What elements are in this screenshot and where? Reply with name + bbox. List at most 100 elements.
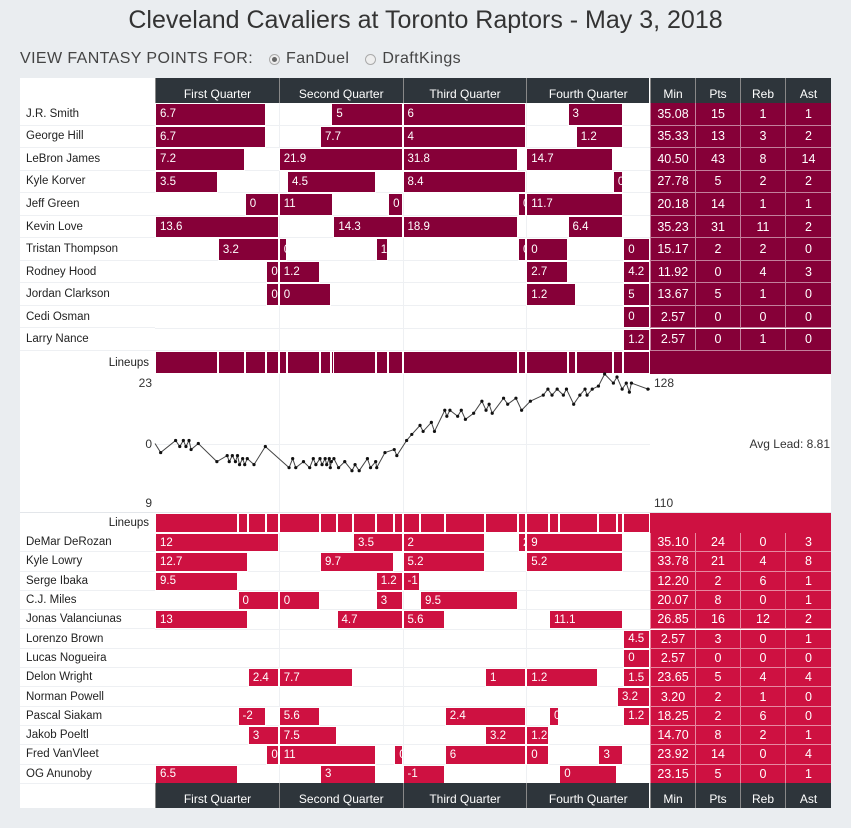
stint-bar[interactable]: 3.2: [485, 726, 527, 746]
stint-bar[interactable]: 7.7: [278, 668, 353, 688]
stint-bar[interactable]: -1: [402, 571, 421, 591]
stint-bar[interactable]: -2: [237, 706, 267, 726]
lineup-segment[interactable]: [266, 513, 279, 533]
stint-bar[interactable]: 2.4: [247, 668, 279, 688]
player-name[interactable]: Kevin Love: [20, 216, 155, 239]
stint-bar[interactable]: 3: [320, 764, 376, 784]
lineup-segment[interactable]: [244, 351, 267, 374]
lineup-segment[interactable]: [287, 351, 320, 374]
fanduel-label[interactable]: FanDuel: [286, 50, 350, 67]
stint-bar[interactable]: 5.2: [402, 552, 485, 572]
header-bottom-pts[interactable]: Pts: [695, 783, 740, 808]
stint-bar[interactable]: 0: [526, 745, 549, 765]
stint-bar[interactable]: 7.5: [278, 726, 337, 746]
stint-bar[interactable]: 1.5: [623, 668, 650, 688]
stint-bar[interactable]: 1.2: [575, 125, 624, 149]
lineup-segment[interactable]: [518, 351, 527, 374]
lineup-segment[interactable]: [575, 351, 613, 374]
lineup-segment[interactable]: [336, 513, 353, 533]
lineup-segment[interactable]: [518, 513, 527, 533]
draftkings-label[interactable]: DraftKings: [382, 50, 462, 67]
stint-bar[interactable]: 9: [526, 533, 624, 553]
stint-bar[interactable]: 11.7: [526, 193, 624, 216]
stint-bar[interactable]: 6.7: [155, 103, 267, 126]
player-name[interactable]: Jordan Clarkson: [20, 283, 155, 306]
stint-bar[interactable]: 0: [548, 706, 560, 726]
lineup-segment[interactable]: [623, 351, 650, 374]
stint-bar[interactable]: 2.4: [444, 706, 527, 726]
header-bottom-min[interactable]: Min: [650, 783, 695, 808]
lineup-segment[interactable]: [155, 351, 218, 374]
stint-bar[interactable]: 2: [402, 533, 485, 553]
lineup-segment[interactable]: [598, 513, 617, 533]
lineup-segment[interactable]: [320, 513, 337, 533]
header-top-pts[interactable]: Pts: [695, 78, 740, 103]
stint-bar[interactable]: 0: [266, 283, 279, 306]
lineup-segment[interactable]: [237, 513, 248, 533]
player-name[interactable]: Lucas Nogueira: [20, 649, 155, 669]
stint-bar[interactable]: 0: [518, 193, 527, 216]
stint-bar[interactable]: -1: [402, 764, 445, 784]
player-name[interactable]: Jakob Poeltl: [20, 726, 155, 746]
stint-bar[interactable]: 9.7: [320, 552, 395, 572]
stint-bar[interactable]: 5: [623, 283, 650, 306]
stint-bar[interactable]: 0: [612, 170, 624, 194]
stint-bar[interactable]: 0: [278, 590, 320, 611]
stint-bar[interactable]: 0: [623, 648, 650, 669]
stint-bar[interactable]: 1.2: [375, 238, 389, 261]
stint-bar[interactable]: 0: [266, 745, 279, 765]
stint-bar[interactable]: 14.7: [526, 148, 613, 171]
player-name[interactable]: J.R. Smith: [20, 103, 155, 126]
stint-bar[interactable]: 5.6: [402, 610, 445, 630]
stint-bar[interactable]: 4.7: [336, 610, 403, 630]
stint-bar[interactable]: 3: [375, 590, 403, 611]
lineup-segment[interactable]: [623, 513, 650, 533]
stint-bar[interactable]: 6.5: [155, 764, 238, 784]
stint-bar[interactable]: 18.9: [402, 215, 518, 239]
stint-bar[interactable]: 11: [278, 745, 376, 765]
lineup-segment[interactable]: [420, 513, 445, 533]
lineup-segment[interactable]: [278, 513, 320, 533]
stint-bar[interactable]: 0.: [266, 260, 279, 284]
lineup-segment[interactable]: [278, 351, 287, 374]
stint-bar[interactable]: 1.2: [526, 283, 576, 306]
stint-bar[interactable]: 3.5: [353, 533, 403, 553]
lineup-segment[interactable]: [247, 513, 267, 533]
player-name[interactable]: Larry Nance: [20, 329, 155, 352]
lineup-segment[interactable]: [612, 351, 624, 374]
lineup-segment[interactable]: [402, 351, 518, 374]
header-top-min[interactable]: Min: [650, 78, 695, 103]
stint-bar[interactable]: 6.7: [155, 125, 267, 149]
stint-bar[interactable]: 11: [278, 193, 334, 216]
stint-bar[interactable]: 3: [598, 745, 624, 765]
stint-bar[interactable]: 0: [526, 238, 568, 261]
stint-bar[interactable]: 6: [444, 745, 527, 765]
stint-bar[interactable]: 3.2: [217, 238, 279, 261]
stint-bar[interactable]: 3: [247, 726, 279, 746]
lineup-segment[interactable]: [353, 513, 376, 533]
stint-bar[interactable]: 2.7: [526, 260, 568, 284]
player-name[interactable]: Pascal Siakam: [20, 707, 155, 726]
stint-bar[interactable]: 0: [388, 193, 403, 216]
stint-bar[interactable]: 9.5: [155, 571, 238, 591]
stint-bar[interactable]: 3.2: [617, 687, 650, 707]
lineup-segment[interactable]: [266, 351, 279, 374]
player-name[interactable]: Kyle Korver: [20, 171, 155, 194]
player-name[interactable]: Kyle Lowry: [20, 552, 155, 572]
stint-bar[interactable]: 0: [237, 590, 279, 611]
lineup-segment[interactable]: [526, 513, 549, 533]
header-bottom-ast[interactable]: Ast: [785, 783, 831, 808]
stint-bar[interactable]: 0: [244, 193, 279, 216]
stint-bar[interactable]: 7.2: [155, 148, 245, 171]
player-name[interactable]: Norman Powell: [20, 687, 155, 707]
stint-bar[interactable]: 4.5: [287, 170, 376, 194]
stint-bar[interactable]: 12: [155, 533, 279, 553]
player-name[interactable]: Jeff Green: [20, 193, 155, 216]
stint-bar[interactable]: 14.3: [333, 215, 403, 239]
stint-bar[interactable]: 0: [623, 238, 650, 261]
stint-bar[interactable]: 1.2: [375, 571, 403, 591]
stint-bar[interactable]: 12.7: [155, 552, 248, 572]
stint-bar[interactable]: 4: [402, 125, 527, 149]
header-top-ast[interactable]: Ast: [785, 78, 831, 103]
stint-bar[interactable]: 0: [278, 283, 332, 306]
